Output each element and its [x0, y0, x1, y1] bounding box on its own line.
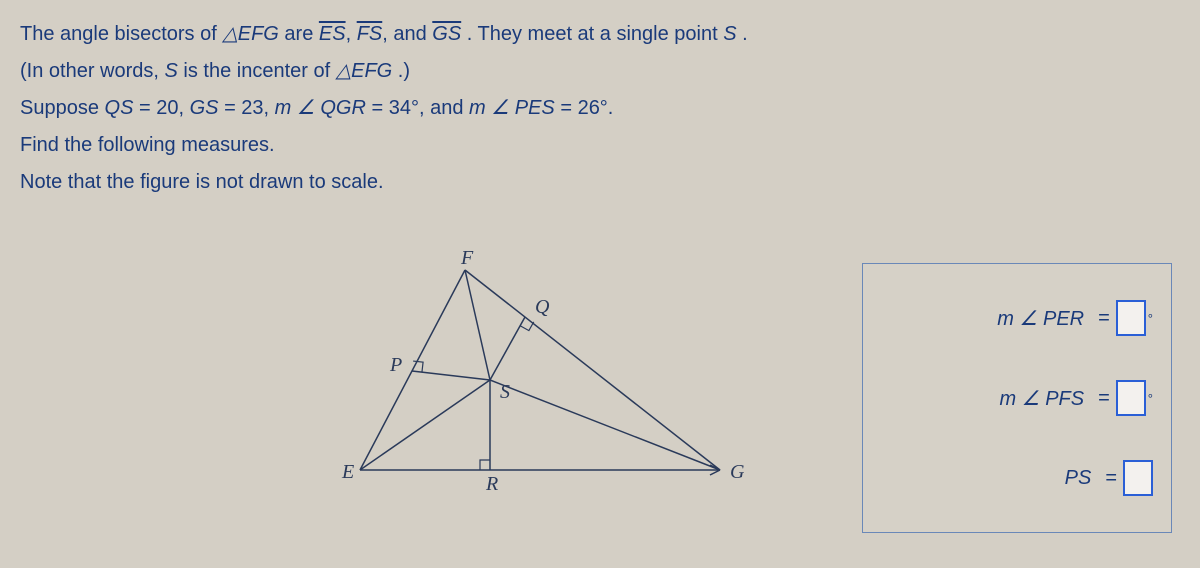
triangle-diagram: E F G P Q R S [320, 250, 800, 510]
equals: = [1098, 307, 1110, 330]
txt: . They meet at a single point [467, 23, 723, 45]
label-per: m ∠ PER [997, 306, 1084, 331]
txt: = 34°, and [372, 97, 470, 119]
degree-symbol: ° [1148, 311, 1153, 326]
seg-es: ES [319, 23, 346, 45]
problem-line-3: Suppose QS = 20, GS = 23, m ∠ QGR = 34°,… [20, 92, 1180, 125]
point-s: S [723, 23, 736, 45]
problem-text: The angle bisectors of △EFG are ES, FS, … [20, 18, 1180, 199]
input-ps[interactable] [1123, 460, 1153, 496]
mangle: m ∠ [275, 97, 321, 119]
input-per[interactable] [1116, 300, 1146, 336]
txt: = 26°. [560, 97, 613, 119]
point-s: S [165, 60, 178, 82]
txt: Suppose [20, 97, 105, 119]
seg-fs: FS [357, 23, 383, 45]
txt: . [742, 23, 748, 45]
answer-box: m ∠ PER = ° m ∠ PFS = ° PS = [862, 263, 1172, 533]
seg-gs: GS [432, 23, 461, 45]
txt: is the incenter of [183, 60, 335, 82]
problem-line-5: Note that the figure is not drawn to sca… [20, 166, 1180, 199]
txt: are [284, 23, 318, 45]
svg-text:G: G [730, 461, 745, 483]
qgr: QGR [320, 97, 366, 119]
label-pfs: m ∠ PFS [1000, 386, 1085, 411]
svg-text:S: S [500, 381, 510, 403]
mangle: m ∠ [469, 97, 515, 119]
problem-container: The angle bisectors of △EFG are ES, FS, … [0, 0, 1200, 568]
label-ps: PS [1065, 467, 1092, 490]
answer-row-pfs: m ∠ PFS = ° [881, 373, 1153, 423]
txt: The angle bisectors of [20, 23, 222, 45]
svg-text:P: P [389, 354, 402, 376]
pes: PES [515, 97, 555, 119]
problem-line-4: Find the following measures. [20, 129, 1180, 162]
svg-text:E: E [341, 461, 354, 483]
problem-line-2: (In other words, S is the incenter of △E… [20, 55, 1180, 88]
problem-line-1: The angle bisectors of △EFG are ES, FS, … [20, 18, 1180, 51]
svg-text:R: R [485, 473, 498, 495]
txt: .) [398, 60, 410, 82]
equals: = [1105, 467, 1117, 490]
triangle-efg: △EFG [336, 60, 393, 82]
triangle-efg: △EFG [222, 23, 279, 45]
txt: = 20, [139, 97, 190, 119]
txt: (In other words, [20, 60, 165, 82]
input-pfs[interactable] [1116, 380, 1146, 416]
gs: GS [190, 97, 219, 119]
answer-row-per: m ∠ PER = ° [881, 293, 1153, 343]
svg-text:F: F [460, 250, 474, 269]
qs: QS [105, 97, 134, 119]
figure: E F G P Q R S [320, 250, 800, 515]
degree-symbol: ° [1148, 391, 1153, 406]
answer-row-ps: PS = [881, 453, 1153, 503]
svg-text:Q: Q [535, 296, 550, 318]
equals: = [1098, 387, 1110, 410]
txt: = 23, [224, 97, 275, 119]
